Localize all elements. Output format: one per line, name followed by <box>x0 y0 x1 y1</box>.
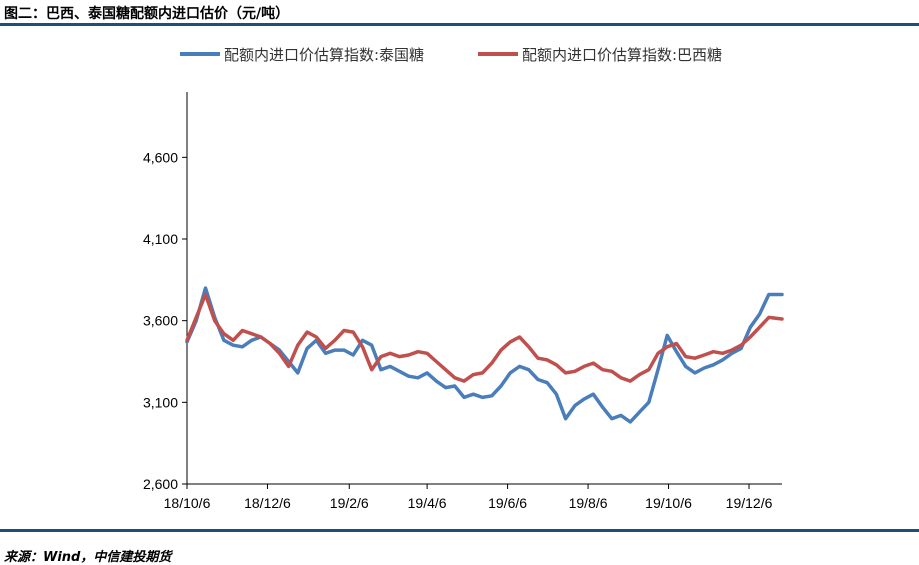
x-tick-label: 19/6/6 <box>488 495 527 511</box>
line-chart: 配额内进口价估算指数:泰国糖 配额内进口价估算指数:巴西糖 2,600 3,100 3… <box>143 46 784 511</box>
y-tick-label: 3,600 <box>143 313 178 329</box>
x-tick-label: 18/12/6 <box>244 495 291 511</box>
chart-series <box>185 286 784 424</box>
x-tick-label: 18/10/6 <box>164 495 211 511</box>
x-tick-label: 19/2/6 <box>330 495 369 511</box>
series-line-thailand <box>185 286 784 424</box>
y-tick-label: 3,100 <box>143 394 178 410</box>
chart-axes: 2,600 3,100 3,600 4,100 4,600 18/10/6 18/12/6 1… <box>143 92 782 511</box>
source-note: 来源：Wind，中信建投期货 <box>4 550 172 565</box>
y-tick-label: 2,600 <box>143 476 178 492</box>
y-tick-label: 4,100 <box>143 231 178 247</box>
series-line-brazil <box>185 292 784 383</box>
top-divider <box>0 23 919 26</box>
bottom-divider <box>0 529 919 532</box>
x-tick-label: 19/8/6 <box>569 495 608 511</box>
figure-title: 图二：巴西、泰国糖配额内进口估价（元/吨） <box>4 6 290 22</box>
x-tick-label: 19/4/6 <box>408 495 447 511</box>
x-tick-label: 19/10/6 <box>645 495 692 511</box>
chart-legend: 配额内进口价估算指数:泰国糖 配额内进口价估算指数:巴西糖 <box>180 46 722 64</box>
y-tick-label: 4,600 <box>143 149 178 165</box>
x-tick-label: 19/12/6 <box>726 495 773 511</box>
legend-label: 配额内进口价估算指数:巴西糖 <box>522 46 722 64</box>
legend-label: 配额内进口价估算指数:泰国糖 <box>224 46 424 64</box>
